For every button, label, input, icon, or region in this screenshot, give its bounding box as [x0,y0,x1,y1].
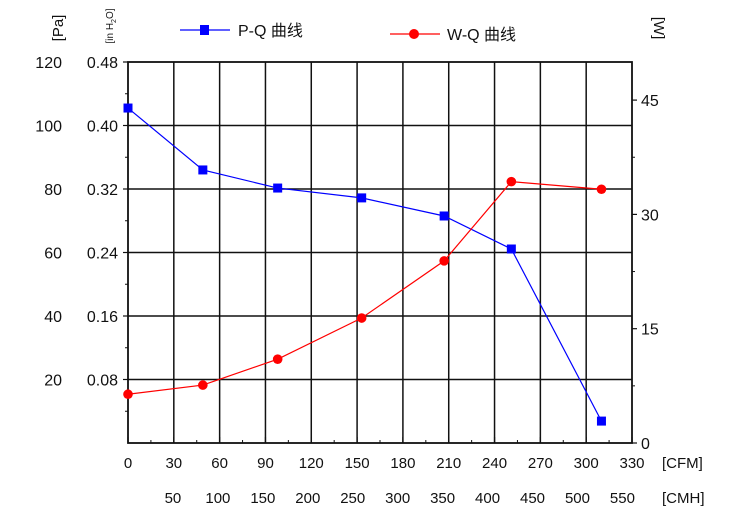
x-tick-label: 150 [345,455,370,472]
y-left-tick-label: 20 [44,373,62,390]
pq-point [273,183,283,193]
y-right-tick-label: 15 [641,322,659,339]
legend-item-pq: P-Q 曲线 [180,22,303,40]
legend: P-Q 曲线 W-Q 曲线 [180,22,516,44]
plot-frame [127,61,633,444]
pq-point [439,211,449,221]
x-secondary-tick-label: 250 [340,490,365,507]
legend-circle-marker-icon [409,29,419,39]
grid [128,62,632,443]
wq-point [596,184,607,195]
y-left-tick-label: 100 [35,119,62,136]
x-tick-label: 180 [390,455,415,472]
x-tick-label: 210 [436,455,461,472]
x-tick-label: 90 [257,455,274,472]
legend-label-pq: P-Q 曲线 [238,22,303,40]
series [123,103,607,426]
x-secondary-tick-label: 300 [385,490,410,507]
y-left-secondary-tick-label: 0.32 [87,182,118,199]
y-left-secondary-label: [in H2O] [105,8,118,43]
x-tick-label: 30 [165,455,182,472]
x-secondary-tick-label: 50 [165,490,182,507]
x-tick-label: 240 [482,455,507,472]
legend-label-wq: W-Q 曲线 [447,26,516,44]
y-right-label: [W] [650,17,667,40]
x-tick-label: 330 [619,455,644,472]
x-tick-label: 270 [528,455,553,472]
x-secondary-tick-label: 150 [250,490,275,507]
x-tick-label: 120 [299,455,324,472]
y-left-tick-label: 60 [44,246,62,263]
x-secondary-label: [CMH] [662,490,705,507]
pq-point [596,416,606,426]
x-secondary-tick-label: 550 [610,490,635,507]
x-secondary-tick-label: 200 [295,490,320,507]
x-tick-label: 60 [211,455,228,472]
wq-point [439,256,449,266]
pq-point [198,165,208,175]
y-left-label: [Pa] [50,15,67,42]
x-tick-label: 0 [124,455,132,472]
pq-point [357,193,367,203]
pq-point [506,244,516,254]
legend-item-wq: W-Q 曲线 [390,26,516,44]
x-tick-label: 300 [574,455,599,472]
wq-point [356,313,367,323]
series-line-wq [127,181,602,395]
axis-labels: [Pa] [in H2O] [W] [CFM] [CMH] [50,8,705,507]
legend-square-marker-icon [200,25,209,35]
x-secondary-tick-label: 100 [205,490,230,507]
pq-point [123,103,133,113]
y-right-tick-label: 0 [641,436,650,453]
y-left-secondary-tick-label: 0.48 [87,55,118,72]
y-left-tick-label: 40 [44,309,62,326]
y-right-tick-label: 45 [641,93,659,110]
x-secondary-tick-label: 450 [520,490,545,507]
wq-point [123,389,133,400]
y-left-tick-label: 120 [35,55,62,72]
wq-point [506,176,517,187]
y-left-secondary-tick-label: 0.24 [87,246,118,263]
y-left-tick-label: 80 [44,182,62,199]
x-label: [CFM] [662,455,703,472]
wq-point [198,380,208,390]
wq-point [272,354,283,364]
y-right-tick-label: 30 [641,207,659,224]
y-left-secondary-tick-label: 0.40 [87,119,118,136]
x-secondary-tick-label: 350 [430,490,455,507]
y-left-secondary-tick-label: 0.16 [87,309,118,326]
y-left-secondary-tick-label: 0.08 [87,373,118,390]
x-secondary-tick-label: 500 [565,490,590,507]
series-line-pq [127,107,602,422]
x-secondary-tick-label: 400 [475,490,500,507]
